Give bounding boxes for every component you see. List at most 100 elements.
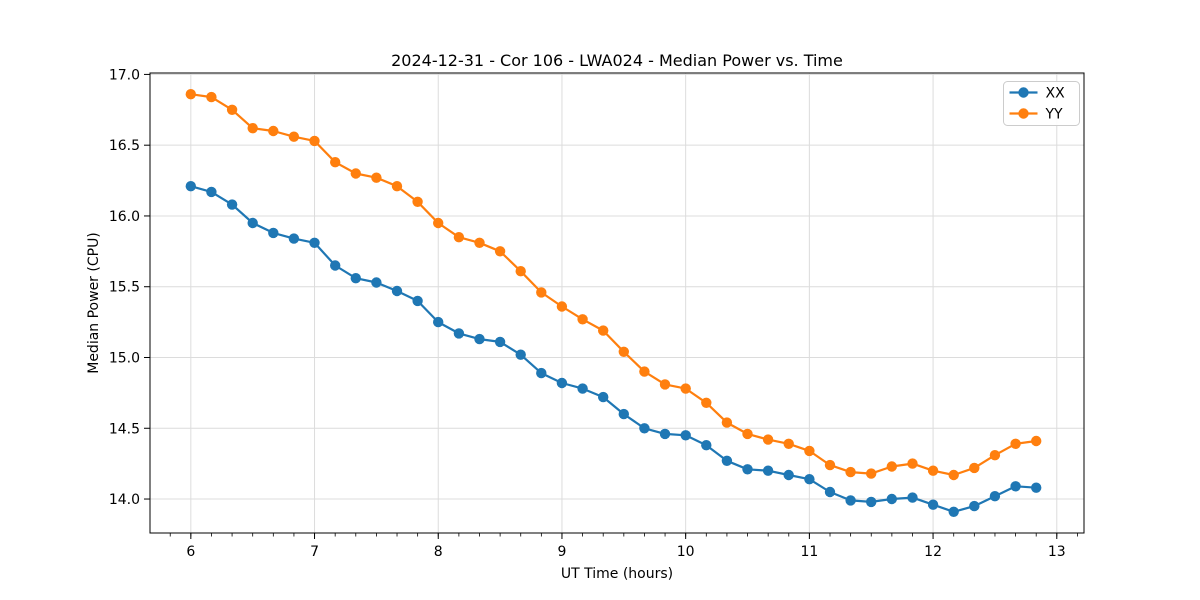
data-point-yy (247, 123, 258, 134)
data-point-xx (309, 237, 320, 248)
y-tick-label: 14.5 (109, 421, 140, 437)
data-point-xx (804, 474, 815, 485)
data-point-xx (515, 349, 526, 360)
data-point-xx (701, 440, 712, 451)
data-point-xx (1010, 481, 1021, 492)
data-point-xx (577, 383, 588, 394)
data-point-xx (721, 455, 733, 466)
data-point-yy (515, 266, 526, 277)
data-point-xx (1031, 482, 1042, 493)
data-point-xx (556, 377, 568, 389)
data-point-xx (639, 423, 650, 434)
x-tick-label: 11 (800, 544, 818, 560)
axes-frame (149, 72, 1085, 534)
data-point-yy (783, 438, 794, 449)
chart-title: 2024-12-31 - Cor 106 - LWA024 - Median P… (391, 51, 843, 70)
data-point-yy (330, 157, 341, 168)
data-point-xx (494, 336, 506, 348)
data-point-xx (680, 430, 691, 441)
data-point-xx (824, 486, 836, 498)
data-point-xx (783, 469, 794, 481)
x-tick-label: 13 (1048, 544, 1066, 560)
data-point-yy (288, 131, 300, 142)
legend-marker-dot (1018, 108, 1029, 119)
data-point-yy (824, 459, 836, 471)
data-point-yy (494, 246, 506, 257)
y-tick-label: 16.5 (109, 138, 140, 154)
data-point-yy (907, 458, 918, 469)
y-axis-label: Median Power (CPU) (86, 232, 102, 374)
data-point-yy (226, 104, 238, 116)
data-point-yy (556, 301, 568, 312)
data-point-xx (886, 493, 897, 505)
data-point-xx (330, 260, 341, 271)
ticks-layer: 6 7 8 9 10 11 12 13 14.0 14.5 15.0 15.5 16.0 16.5 17.0 (109, 67, 1078, 560)
data-point-yy (371, 172, 382, 183)
data-point-xx (453, 328, 465, 339)
y-tick-label: 17.0 (109, 67, 140, 83)
data-point-xx (742, 464, 753, 475)
data-point-xx (288, 233, 300, 244)
data-point-yy (886, 461, 897, 472)
data-point-yy (927, 465, 939, 476)
legend-item-label: YY (1045, 107, 1064, 123)
x-tick-label: 10 (677, 544, 695, 560)
data-point-yy (989, 450, 1001, 461)
x-tick-label: 6 (186, 544, 195, 560)
x-tick-label: 8 (434, 544, 443, 560)
data-point-yy (185, 89, 196, 100)
data-point-yy (762, 434, 774, 445)
data-point-xx (247, 217, 258, 229)
y-tick-label: 15.5 (109, 280, 140, 296)
grid-layer (150, 73, 1084, 533)
legend-marker-dot (1018, 87, 1029, 98)
data-point-xx (185, 181, 196, 192)
data-point-yy (350, 168, 361, 179)
data-point-yy (412, 196, 423, 207)
data-point-xx (350, 273, 361, 284)
data-point-yy (1031, 435, 1042, 447)
data-point-yy (701, 397, 712, 408)
data-point-yy (433, 217, 444, 229)
y-tick-label: 15.0 (109, 350, 140, 366)
x-tick-label: 12 (924, 544, 942, 560)
data-point-xx (226, 199, 238, 210)
x-tick-label: 7 (310, 544, 319, 560)
data-point-xx (206, 186, 217, 198)
data-point-yy (618, 346, 629, 357)
data-point-xx (927, 499, 939, 510)
data-point-yy (268, 125, 279, 137)
series-layer (185, 89, 1042, 517)
data-point-yy (474, 237, 485, 248)
legend-box (1003, 81, 1080, 126)
axes-frame-layer (149, 72, 1085, 534)
series-line-yy (189, 93, 1038, 477)
data-point-yy (845, 466, 856, 478)
data-point-yy (948, 469, 959, 481)
y-tick-label: 16.0 (109, 209, 140, 225)
legend: XX YY (1003, 81, 1080, 126)
data-point-yy (804, 445, 815, 457)
data-point-yy (309, 135, 320, 147)
data-point-xx (474, 333, 485, 345)
x-axis-label: UT Time (hours) (561, 566, 673, 582)
data-point-xx (412, 295, 423, 307)
data-point-xx (371, 277, 382, 288)
data-point-yy (391, 181, 403, 192)
data-point-yy (969, 462, 980, 474)
data-point-xx (536, 367, 547, 379)
data-point-xx (762, 465, 774, 476)
data-point-xx (433, 316, 444, 328)
data-point-xx (989, 491, 1001, 502)
legend-item-label: XX (1046, 86, 1066, 102)
data-point-xx (845, 495, 856, 506)
data-point-yy (721, 417, 733, 428)
data-point-yy (866, 468, 877, 479)
data-point-xx (598, 391, 609, 403)
data-point-yy (577, 314, 588, 325)
data-point-xx (969, 500, 980, 512)
data-point-xx (618, 408, 629, 420)
data-point-yy (453, 232, 465, 243)
